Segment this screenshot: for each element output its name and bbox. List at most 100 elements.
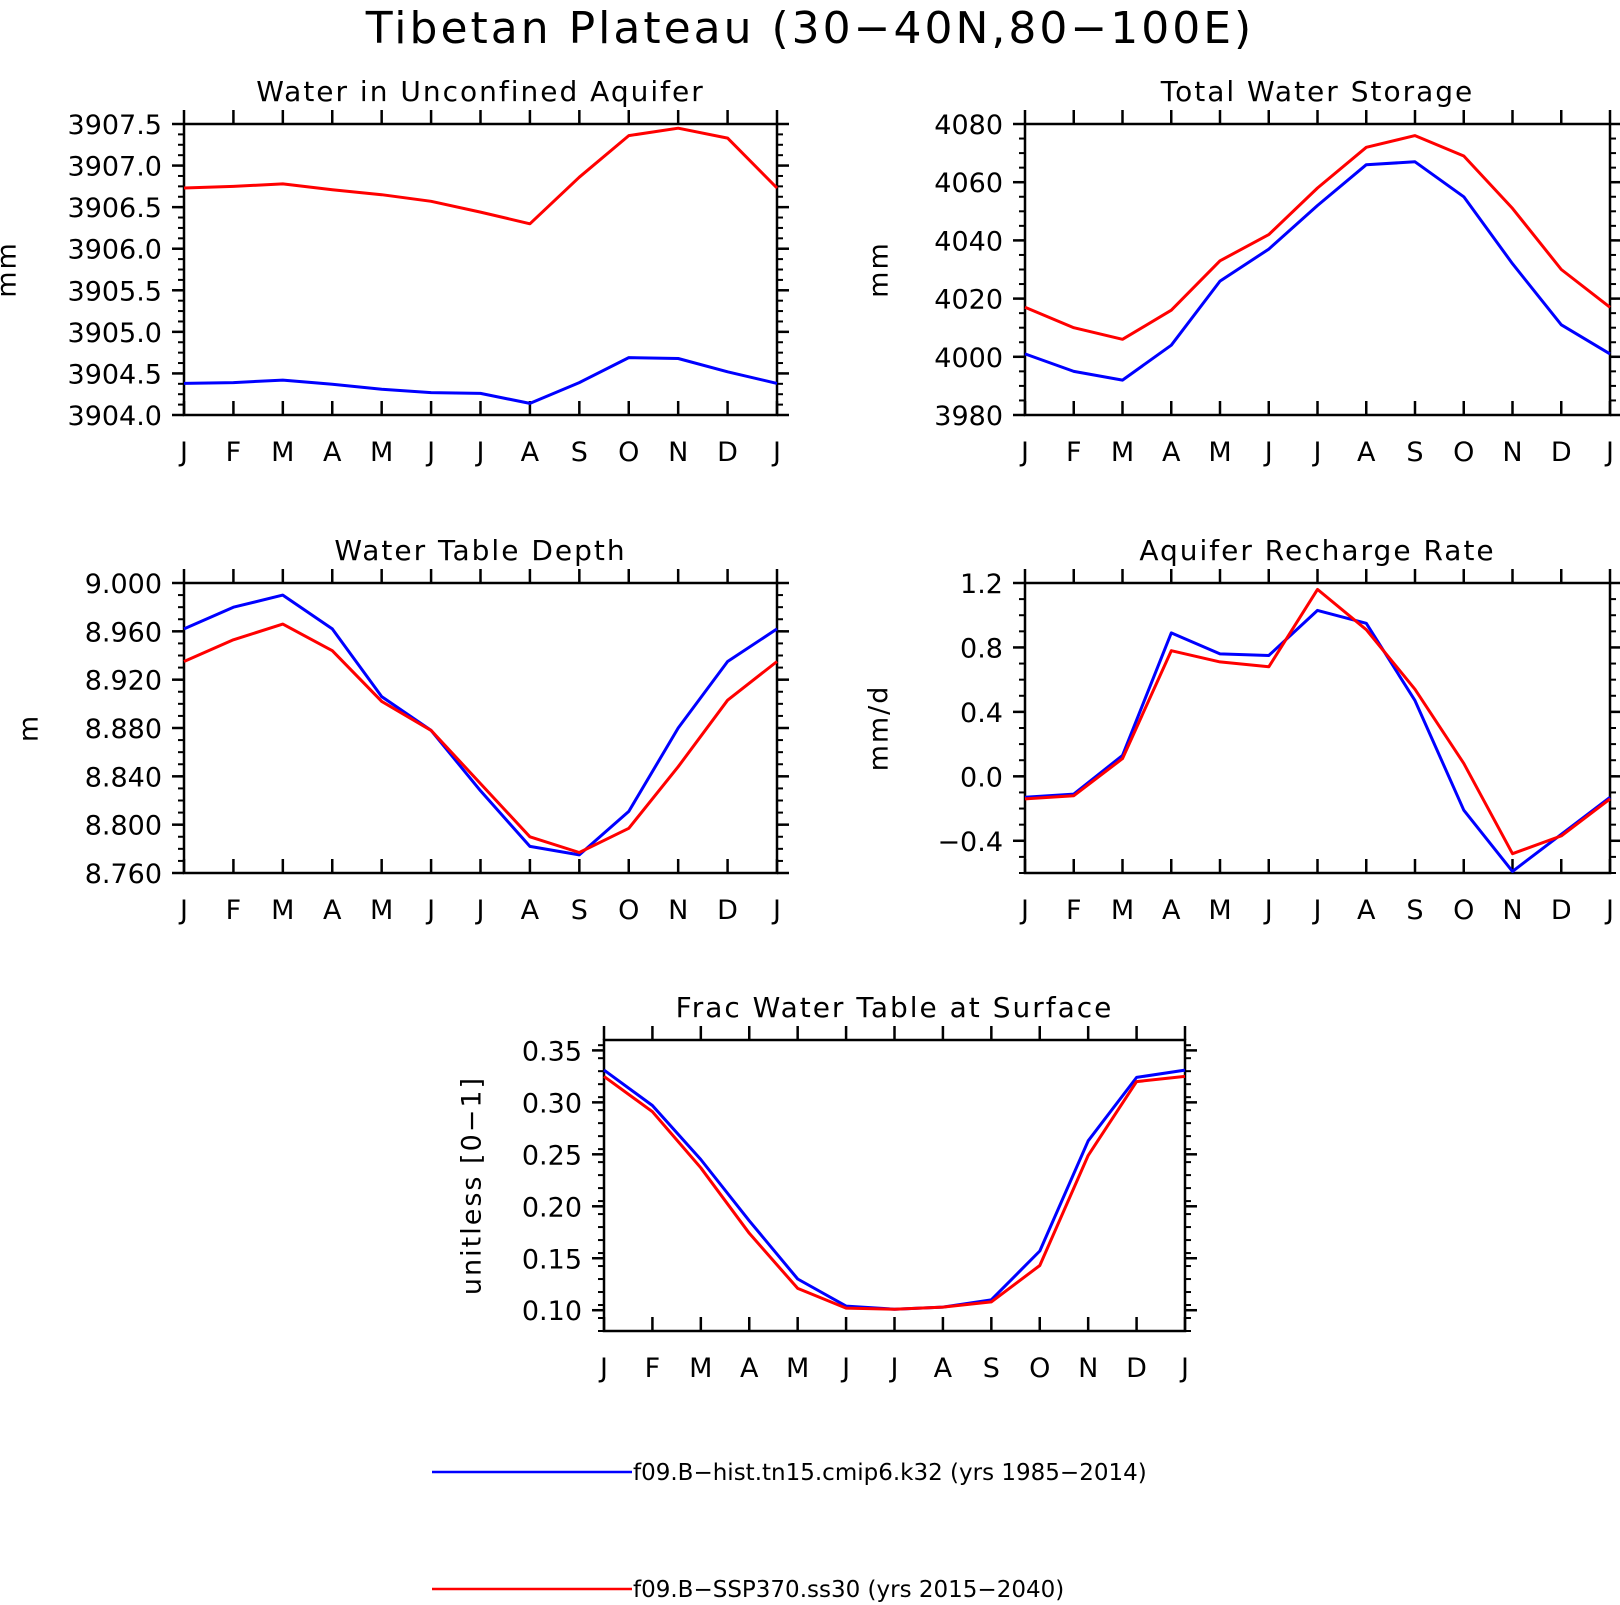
y-tick-label: 0.8 <box>960 633 1003 664</box>
plot-frame <box>182 122 779 417</box>
x-tick-label: J <box>771 437 781 468</box>
y-tick-label: 4080 <box>934 110 1003 141</box>
x-tick-label: M <box>1208 437 1231 468</box>
series-line-ssp <box>1024 587 1611 856</box>
x-tick-label: J <box>1179 1353 1189 1384</box>
x-tick-label: N <box>668 895 688 926</box>
y-tick-label: 0.20 <box>522 1192 582 1223</box>
x-tick-label: N <box>1502 895 1522 926</box>
plot-frame <box>1023 581 1612 875</box>
x-tick-label: M <box>370 895 393 926</box>
series-line-hist <box>183 593 778 857</box>
x-tick-label: O <box>1453 895 1474 926</box>
x-tick-label: J <box>840 1353 850 1384</box>
x-tick-label: J <box>889 1353 899 1384</box>
y-axis-label: mm <box>0 241 23 298</box>
x-tick-label: S <box>1406 437 1423 468</box>
x-tick-label: A <box>1357 895 1376 926</box>
series-line-ssp <box>603 1074 1186 1311</box>
panel-title: Water Table Depth <box>334 534 626 567</box>
x-tick-label: A <box>521 895 540 926</box>
x-tick-label: J <box>425 437 435 468</box>
x-tick-label: J <box>1263 895 1273 926</box>
x-tick-label: J <box>1312 437 1322 468</box>
x-tick-label: S <box>571 437 588 468</box>
x-tick-label: M <box>271 895 294 926</box>
x-tick-label: F <box>1066 895 1082 926</box>
x-tick-label: S <box>1406 895 1423 926</box>
y-tick-label: 0.25 <box>522 1140 582 1171</box>
series-line-hist <box>1024 160 1611 382</box>
y-tick-label: 4000 <box>934 343 1003 374</box>
x-tick-label: J <box>1312 895 1322 926</box>
y-tick-label: 1.2 <box>960 569 1003 600</box>
panel-title: Water in Unconfined Aquifer <box>256 75 704 108</box>
figure-title: Tibetan Plateau (30−40N,80−100E) <box>365 3 1254 54</box>
x-tick-label: D <box>1126 1353 1147 1384</box>
x-tick-label: O <box>1453 437 1474 468</box>
y-tick-label: 3907.0 <box>68 152 162 183</box>
x-tick-label: A <box>934 1353 953 1384</box>
panel-title: Aquifer Recharge Rate <box>1139 534 1495 567</box>
x-tick-label: J <box>475 895 485 926</box>
x-tick-label: M <box>1111 895 1134 926</box>
plot-frame <box>1023 122 1612 417</box>
x-tick-label: J <box>178 437 188 468</box>
y-tick-label: 3980 <box>934 401 1003 432</box>
y-tick-label: 8.760 <box>85 859 162 890</box>
x-tick-label: J <box>1263 437 1273 468</box>
x-tick-label: J <box>1019 437 1029 468</box>
x-tick-label: J <box>1604 437 1614 468</box>
y-tick-label: 4060 <box>934 168 1003 199</box>
x-tick-label: F <box>645 1353 661 1384</box>
y-tick-label: 3906.0 <box>68 235 162 266</box>
y-tick-label: 0.35 <box>522 1036 582 1067</box>
x-tick-label: D <box>1551 437 1572 468</box>
x-tick-label: O <box>1029 1353 1050 1384</box>
x-tick-label: J <box>598 1353 608 1384</box>
x-tick-label: O <box>618 437 639 468</box>
y-tick-label: 8.920 <box>85 666 162 697</box>
y-tick-label: 0.0 <box>960 762 1003 793</box>
y-tick-label: 3907.5 <box>68 110 162 141</box>
x-tick-label: D <box>717 895 738 926</box>
x-tick-label: M <box>689 1353 712 1384</box>
x-tick-label: N <box>1078 1353 1098 1384</box>
series-line-hist <box>183 356 778 405</box>
x-tick-label: J <box>475 437 485 468</box>
series-line-hist <box>603 1068 1186 1311</box>
y-tick-label: 4020 <box>934 285 1003 316</box>
y-axis-label: m <box>14 714 45 742</box>
x-tick-label: N <box>1502 437 1522 468</box>
y-axis-label: unitless [0−1] <box>457 1076 488 1295</box>
y-tick-label: 4040 <box>934 226 1003 257</box>
y-tick-label: 3904.0 <box>68 401 162 432</box>
legend-label-hist: f09.B−hist.tn15.cmip6.k32 (yrs 1985−2014… <box>633 1460 1147 1486</box>
x-tick-label: A <box>1162 895 1181 926</box>
x-tick-label: D <box>717 437 738 468</box>
panel-title: Total Water Storage <box>1160 75 1475 108</box>
y-tick-label: 8.800 <box>85 811 162 842</box>
x-tick-label: D <box>1551 895 1572 926</box>
x-tick-label: M <box>786 1353 809 1384</box>
x-tick-label: S <box>983 1353 1000 1384</box>
x-tick-label: F <box>226 895 242 926</box>
x-tick-label: F <box>1066 437 1082 468</box>
x-tick-label: O <box>618 895 639 926</box>
y-axis-label: mm/d <box>864 685 895 772</box>
panel-title: Frac Water Table at Surface <box>676 991 1114 1024</box>
y-tick-label: 0.10 <box>522 1296 582 1327</box>
y-tick-label: 3905.0 <box>68 318 162 349</box>
x-tick-label: A <box>521 437 540 468</box>
x-tick-label: M <box>370 437 393 468</box>
series-line-ssp <box>183 126 779 226</box>
x-tick-label: M <box>271 437 294 468</box>
y-tick-label: 0.30 <box>522 1088 582 1119</box>
